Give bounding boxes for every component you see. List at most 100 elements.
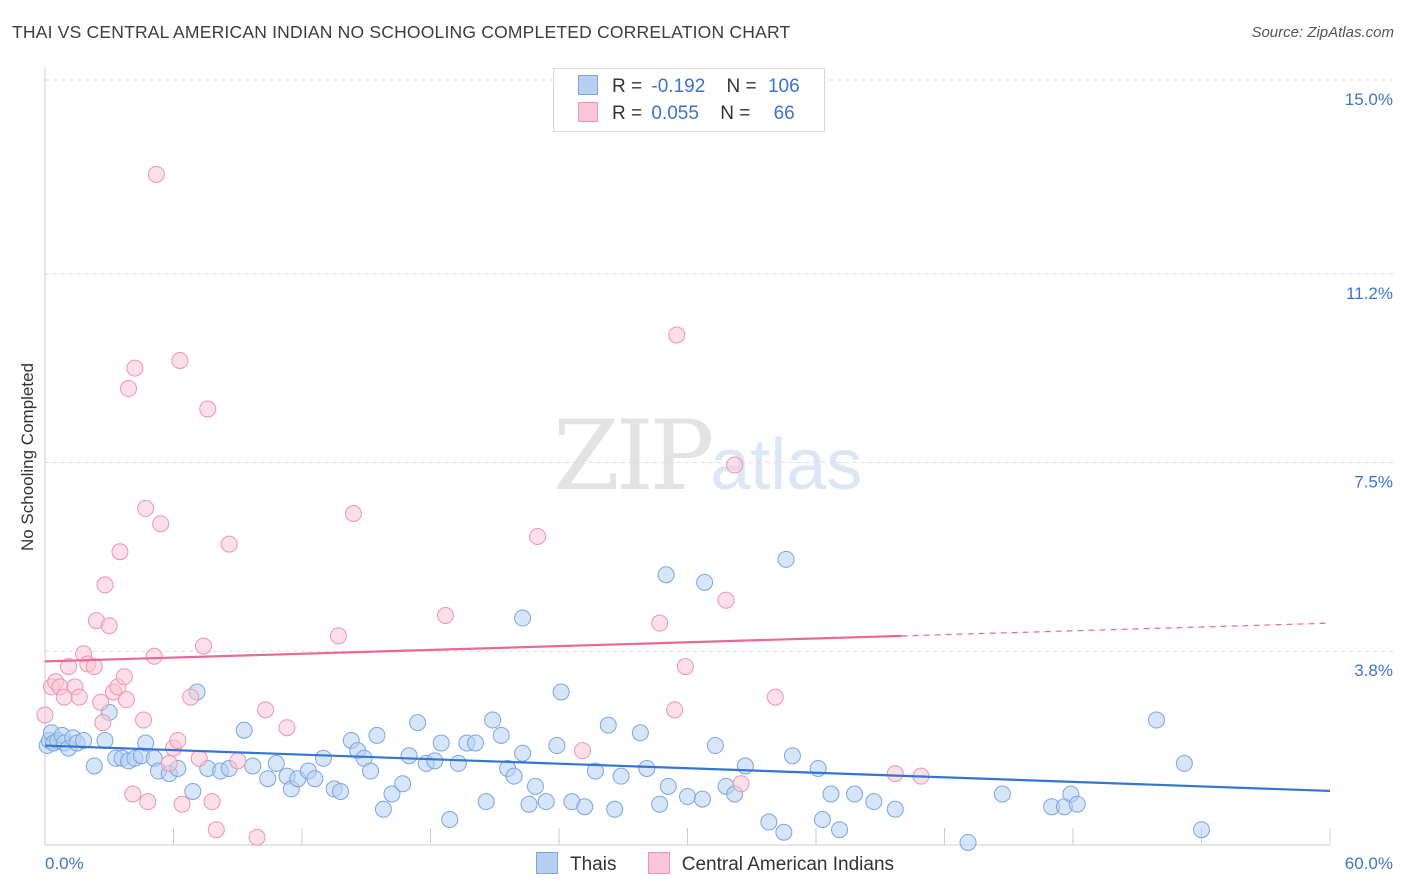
cai-point bbox=[194, 637, 212, 655]
thai-point bbox=[432, 734, 450, 752]
cai-point bbox=[100, 617, 118, 635]
legend-r-label-thais: R = bbox=[612, 76, 643, 97]
y-tick-label: 11.2% bbox=[1346, 284, 1393, 303]
y-tick-label: 15.0% bbox=[1345, 90, 1393, 109]
cai-point bbox=[329, 627, 347, 645]
thai-point bbox=[235, 721, 253, 739]
cai-point bbox=[651, 614, 669, 632]
cai-point bbox=[344, 505, 362, 522]
cai-point bbox=[115, 668, 133, 686]
legend-item-cai: Central American Indians bbox=[647, 852, 895, 876]
cai-point bbox=[96, 576, 114, 594]
y-tick-label: 7.5% bbox=[1354, 473, 1393, 492]
thai-point bbox=[1193, 821, 1210, 839]
cai-point bbox=[169, 731, 187, 749]
thai-point bbox=[426, 752, 444, 770]
series-legend: Thais Central American Indians bbox=[536, 852, 920, 876]
cai-point bbox=[717, 591, 735, 609]
legend-label-thais: Thais bbox=[570, 854, 617, 875]
cai-point bbox=[436, 607, 454, 624]
thai-point bbox=[822, 785, 840, 803]
thai-point bbox=[638, 760, 656, 777]
legend-r-value-thais: -0.192 bbox=[651, 76, 706, 97]
thai-point bbox=[520, 795, 538, 813]
thai-point bbox=[332, 782, 350, 800]
thai-point bbox=[526, 777, 544, 795]
thai-point bbox=[552, 683, 570, 701]
cai-point bbox=[207, 821, 225, 839]
thai-point bbox=[514, 609, 532, 627]
thai-point bbox=[449, 754, 467, 772]
x-tick-label-min: 0.0% bbox=[45, 854, 84, 873]
thai-trend-line bbox=[44, 744, 1331, 793]
chart-title: THAI VS CENTRAL AMERICAN INDIAN NO SCHOO… bbox=[12, 22, 791, 42]
thai-point bbox=[383, 785, 401, 803]
thai-point bbox=[477, 793, 495, 811]
thai-point bbox=[586, 762, 604, 780]
thai-point bbox=[659, 777, 677, 795]
thai-point bbox=[606, 800, 624, 818]
thai-point bbox=[865, 793, 883, 811]
thai-point bbox=[1148, 711, 1166, 729]
legend-r-value-cai: 0.055 bbox=[651, 103, 699, 124]
legend-item-thais: Thais bbox=[536, 852, 616, 876]
cai-point bbox=[278, 719, 296, 737]
thai-point bbox=[96, 731, 114, 749]
thai-point bbox=[306, 770, 324, 788]
thai-point bbox=[631, 724, 649, 742]
thai-point bbox=[760, 813, 778, 831]
legend-label-cai: Central American Indians bbox=[681, 854, 895, 875]
thai-point bbox=[514, 744, 532, 762]
legend-row-cai: R = 0.055 N = 66 bbox=[578, 102, 795, 126]
thai-point bbox=[466, 734, 484, 752]
thai-point bbox=[576, 798, 594, 816]
thai-point bbox=[1175, 754, 1193, 772]
thai-point bbox=[137, 734, 155, 752]
thai-point bbox=[400, 747, 418, 765]
cai-point bbox=[574, 742, 592, 760]
cai-point bbox=[111, 543, 129, 561]
cai-point bbox=[137, 499, 155, 517]
thai-point bbox=[409, 714, 427, 732]
cai-trend-extension bbox=[901, 622, 1331, 637]
cai-point bbox=[229, 752, 247, 770]
thai-point bbox=[813, 811, 831, 828]
y-axis-label: No Schooling Completed bbox=[18, 362, 37, 552]
cai-point bbox=[135, 711, 153, 729]
thai-point bbox=[394, 775, 412, 793]
thai-point bbox=[679, 788, 696, 806]
thai-point bbox=[706, 737, 724, 755]
thai-point bbox=[259, 770, 277, 788]
cai-point bbox=[36, 706, 54, 724]
thai-point bbox=[693, 790, 711, 808]
y-tick-label: 3.8% bbox=[1354, 661, 1393, 680]
legend-n-value-cai: 66 bbox=[773, 103, 795, 124]
thai-point bbox=[244, 757, 262, 775]
thai-point bbox=[548, 737, 566, 755]
watermark-zip: ZIP bbox=[553, 400, 714, 512]
thai-point bbox=[612, 767, 630, 785]
thai-point bbox=[492, 726, 510, 744]
legend-n-label-thais: N = bbox=[726, 76, 757, 97]
legend-n-label-cai: N = bbox=[720, 103, 751, 124]
cai-point bbox=[139, 793, 157, 811]
cai-point bbox=[886, 765, 904, 783]
thai-point bbox=[696, 573, 714, 591]
cai-point bbox=[85, 658, 103, 675]
cai-point bbox=[94, 714, 112, 732]
cai-point bbox=[60, 658, 78, 675]
thai-point bbox=[1068, 795, 1086, 813]
thai-point bbox=[777, 550, 795, 568]
cai-point bbox=[171, 352, 189, 369]
thai-point bbox=[184, 782, 202, 800]
thai-point bbox=[75, 731, 93, 749]
legend-swatch-thais bbox=[578, 75, 598, 95]
watermark: ZIPatlas bbox=[553, 400, 862, 512]
thai-point bbox=[886, 800, 904, 818]
thai-point bbox=[831, 821, 849, 839]
cai-point bbox=[203, 793, 221, 811]
legend-n-value-thais: 106 bbox=[767, 76, 800, 97]
cai-point bbox=[529, 527, 547, 545]
thai-point bbox=[362, 762, 380, 780]
cai-point bbox=[676, 658, 694, 675]
